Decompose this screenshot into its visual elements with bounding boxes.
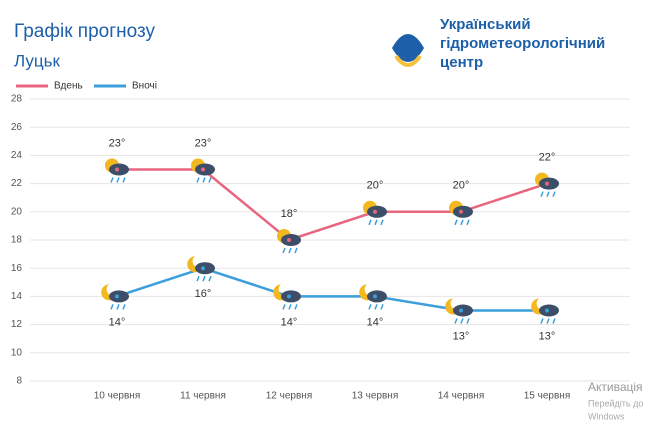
point	[459, 209, 463, 214]
org-name: центр	[440, 54, 483, 71]
x-tick-label: 10 червня	[94, 391, 140, 402]
rain	[196, 275, 212, 282]
point	[545, 308, 549, 313]
point	[545, 181, 549, 186]
y-tick-label: 20	[11, 206, 23, 217]
watermark: Перейдіть до	[588, 398, 643, 408]
watermark: Windows	[588, 411, 625, 421]
y-tick-label: 24	[11, 150, 23, 161]
value-label: 14°	[281, 316, 298, 328]
series-line	[116, 266, 547, 312]
rain	[454, 219, 470, 226]
point	[115, 294, 119, 299]
point	[373, 209, 377, 214]
point	[373, 294, 377, 299]
value-label: 14°	[109, 316, 126, 328]
x-tick-label: 11 червня	[180, 391, 226, 402]
point	[201, 266, 205, 271]
value-label: 16°	[195, 288, 212, 300]
point	[287, 294, 291, 299]
x-tick-label: 12 червня	[266, 391, 312, 402]
value-label: 23°	[109, 137, 126, 149]
rain	[368, 304, 384, 310]
point	[459, 308, 463, 313]
value-label: 14°	[367, 316, 384, 328]
value-label: 18°	[281, 208, 298, 220]
x-tick-label: 14 червня	[438, 391, 484, 402]
y-tick-label: 18	[11, 235, 23, 246]
y-tick-label: 16	[11, 263, 23, 274]
x-tick-label: 15 червня	[524, 391, 570, 402]
legend-label: Вночі	[132, 81, 157, 92]
value-label: 13°	[453, 330, 470, 342]
point	[287, 238, 291, 242]
rain	[540, 191, 556, 197]
value-label: 22°	[539, 152, 556, 164]
logo-icon	[392, 34, 424, 67]
value-label: 20°	[453, 180, 470, 192]
y-tick-label: 28	[11, 94, 23, 105]
rain	[282, 247, 298, 254]
value-label: 23°	[195, 137, 212, 149]
y-tick-label: 10	[11, 347, 23, 358]
series-line	[117, 168, 548, 242]
rain	[110, 177, 126, 183]
y-tick-label: 12	[11, 319, 23, 330]
rain	[282, 304, 298, 310]
rain	[196, 177, 212, 183]
rain	[368, 219, 384, 226]
y-tick-label: 14	[11, 291, 23, 302]
x-tick-label: 13 червня	[352, 391, 398, 402]
rain	[454, 318, 470, 324]
city: Луцьк	[14, 51, 60, 70]
rain	[110, 304, 126, 310]
legend-label: Вдень	[54, 81, 83, 92]
title: Графік прогнозу	[14, 21, 155, 42]
y-tick-label: 26	[11, 122, 23, 133]
y-tick-label: 22	[11, 178, 23, 189]
org-name: гідрометеорологічний	[440, 35, 605, 52]
watermark: Активація	[588, 380, 643, 394]
point	[115, 167, 119, 172]
point	[201, 167, 205, 172]
value-label: 20°	[367, 180, 384, 192]
y-tick-label: 8	[16, 376, 22, 387]
value-label: 13°	[539, 330, 556, 342]
org-name: Український	[440, 16, 531, 33]
rain	[540, 318, 556, 324]
